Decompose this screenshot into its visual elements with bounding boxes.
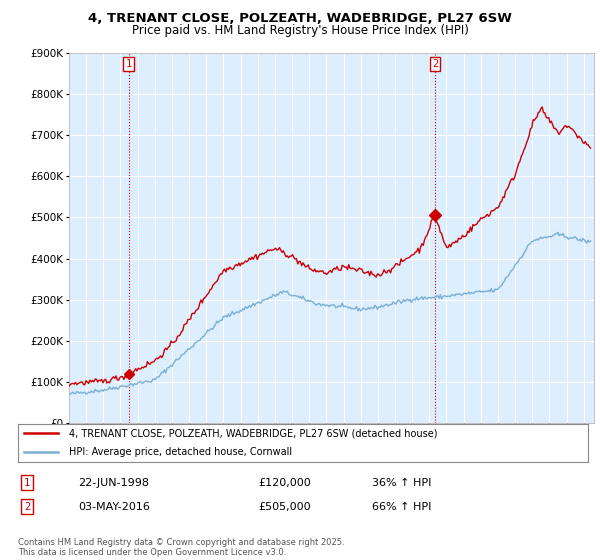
Text: 4, TRENANT CLOSE, POLZEATH, WADEBRIDGE, PL27 6SW (detached house): 4, TRENANT CLOSE, POLZEATH, WADEBRIDGE, … xyxy=(70,428,438,438)
Text: 36% ↑ HPI: 36% ↑ HPI xyxy=(372,478,431,488)
Text: 66% ↑ HPI: 66% ↑ HPI xyxy=(372,502,431,512)
Text: 1: 1 xyxy=(24,478,30,488)
Text: 2: 2 xyxy=(24,502,30,512)
Text: 4, TRENANT CLOSE, POLZEATH, WADEBRIDGE, PL27 6SW: 4, TRENANT CLOSE, POLZEATH, WADEBRIDGE, … xyxy=(88,12,512,25)
Text: HPI: Average price, detached house, Cornwall: HPI: Average price, detached house, Corn… xyxy=(70,447,292,458)
Text: 1: 1 xyxy=(125,59,131,69)
Text: £120,000: £120,000 xyxy=(258,478,311,488)
Text: 22-JUN-1998: 22-JUN-1998 xyxy=(78,478,149,488)
Text: £505,000: £505,000 xyxy=(258,502,311,512)
Text: 2: 2 xyxy=(432,59,438,69)
Text: Contains HM Land Registry data © Crown copyright and database right 2025.
This d: Contains HM Land Registry data © Crown c… xyxy=(18,538,344,557)
Text: 03-MAY-2016: 03-MAY-2016 xyxy=(78,502,150,512)
Text: Price paid vs. HM Land Registry's House Price Index (HPI): Price paid vs. HM Land Registry's House … xyxy=(131,24,469,37)
